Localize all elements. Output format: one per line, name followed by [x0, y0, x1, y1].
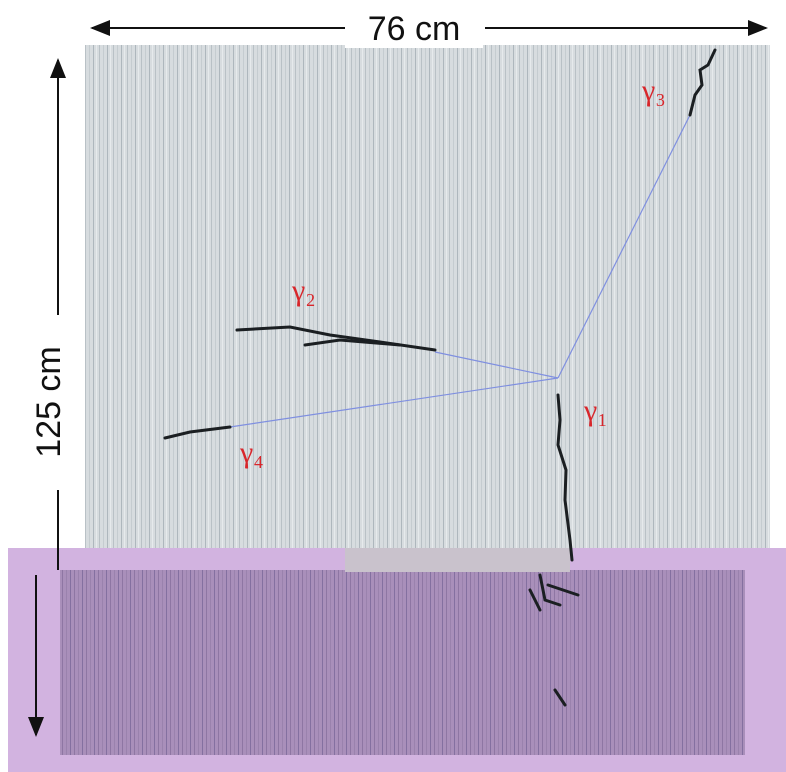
gamma-label: γ₄ — [239, 436, 264, 469]
gamma-label: γ₃ — [641, 74, 666, 107]
label-bg — [345, 8, 483, 48]
width-label: 76 cm — [368, 10, 461, 48]
reconstruction-lines — [229, 114, 691, 428]
detector-view — [85, 45, 770, 570]
height-label: 125 cm — [30, 346, 68, 458]
tracks — [163, 48, 717, 707]
purple-view — [60, 570, 745, 755]
gamma-label: γ₂ — [291, 274, 316, 307]
gamma-label: γ₁ — [583, 394, 608, 427]
artifact — [345, 548, 570, 572]
